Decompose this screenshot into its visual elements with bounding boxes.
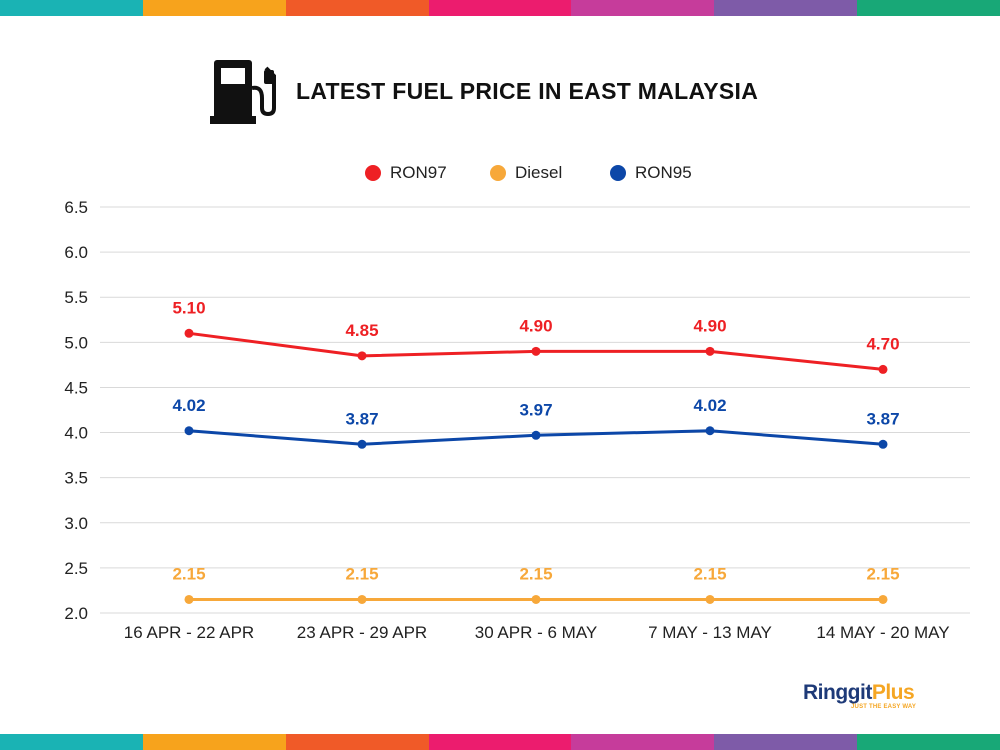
- legend-item-ron97: RON97: [365, 160, 447, 186]
- logo-brand-part1: Ringgit: [803, 681, 872, 704]
- data-point: [357, 351, 367, 361]
- y-tick-label: 5.5: [64, 288, 88, 307]
- ringgitplus-logo: RinggitPlus JUST THE EASY WAY: [803, 682, 938, 716]
- data-point: [184, 426, 194, 436]
- data-point: [357, 439, 367, 449]
- data-point: [531, 594, 541, 604]
- data-point: [878, 439, 888, 449]
- data-label: 2.15: [519, 564, 552, 583]
- data-label: 3.87: [866, 409, 899, 428]
- stripe-segment: [714, 734, 858, 750]
- data-point: [705, 594, 715, 604]
- legend-label: RON97: [390, 163, 447, 182]
- y-tick-label: 6.5: [64, 198, 88, 217]
- legend-label: Diesel: [515, 163, 563, 182]
- y-tick-label: 3.5: [64, 469, 88, 488]
- data-point: [878, 364, 888, 374]
- y-tick-label: 5.0: [64, 333, 88, 352]
- data-label: 4.02: [693, 396, 726, 415]
- data-label: 2.15: [866, 564, 899, 583]
- data-point: [357, 594, 367, 604]
- x-tick-label: 16 APR - 22 APR: [124, 623, 254, 642]
- data-label: 2.15: [693, 564, 726, 583]
- stripe-segment: [0, 734, 143, 750]
- data-point: [531, 346, 541, 356]
- chart-title: LATEST FUEL PRICE IN EAST MALAYSIA: [296, 77, 759, 104]
- stripe-segment: [428, 0, 572, 16]
- y-tick-label: 4.5: [64, 378, 88, 397]
- x-tick-label: 14 MAY - 20 MAY: [816, 623, 949, 642]
- data-point: [705, 346, 715, 356]
- y-tick-label: 4.0: [64, 424, 88, 443]
- stripe-segment: [571, 734, 715, 750]
- legend-marker: [490, 165, 506, 181]
- data-label: 4.85: [345, 321, 378, 340]
- data-point: [531, 430, 541, 440]
- stripe-segment: [428, 734, 572, 750]
- data-label: 3.97: [519, 400, 552, 419]
- stripe-segment: [0, 0, 143, 16]
- chart-header: LATEST FUEL PRICE IN EAST MALAYSIA: [210, 58, 850, 124]
- stripe-segment: [571, 0, 715, 16]
- data-label: 4.70: [866, 334, 899, 353]
- data-label: 4.90: [693, 316, 726, 335]
- data-label: 4.90: [519, 316, 552, 335]
- stripe-segment: [714, 0, 858, 16]
- y-tick-label: 3.0: [64, 514, 88, 533]
- legend-item-diesel: Diesel: [490, 160, 562, 186]
- x-tick-label: 30 APR - 6 MAY: [475, 623, 598, 642]
- fuel-pump-icon: [210, 60, 276, 124]
- data-point: [878, 594, 888, 604]
- x-tick-label: 7 MAY - 13 MAY: [648, 623, 772, 642]
- stripe-segment: [142, 734, 286, 750]
- stripe-segment: [857, 0, 1000, 16]
- logo-brand-part2: Plus: [871, 681, 915, 704]
- y-tick-label: 2.0: [64, 604, 88, 623]
- chart-legend: RON97 Diesel RON95: [0, 160, 1000, 186]
- stripe-segment: [142, 0, 286, 16]
- legend-marker: [610, 165, 626, 181]
- stripe-segment: [285, 0, 429, 16]
- y-tick-label: 6.0: [64, 243, 88, 262]
- stripe-segment: [285, 734, 429, 750]
- x-tick-label: 23 APR - 29 APR: [297, 623, 427, 642]
- legend-item-ron95: RON95: [610, 160, 692, 186]
- legend-label: RON95: [635, 163, 692, 182]
- logo-tagline: JUST THE EASY WAY: [851, 704, 917, 710]
- bottom-color-stripe: [0, 734, 1000, 750]
- data-point: [184, 594, 194, 604]
- data-label: 4.02: [172, 396, 205, 415]
- data-label: 5.10: [172, 298, 205, 317]
- data-label: 2.15: [172, 564, 205, 583]
- legend-marker: [365, 165, 381, 181]
- top-color-stripe: [0, 0, 1000, 16]
- y-tick-label: 2.5: [64, 559, 88, 578]
- data-label: 2.15: [345, 564, 378, 583]
- data-point: [705, 426, 715, 436]
- data-point: [184, 328, 194, 338]
- stripe-segment: [857, 734, 1000, 750]
- data-label: 3.87: [345, 409, 378, 428]
